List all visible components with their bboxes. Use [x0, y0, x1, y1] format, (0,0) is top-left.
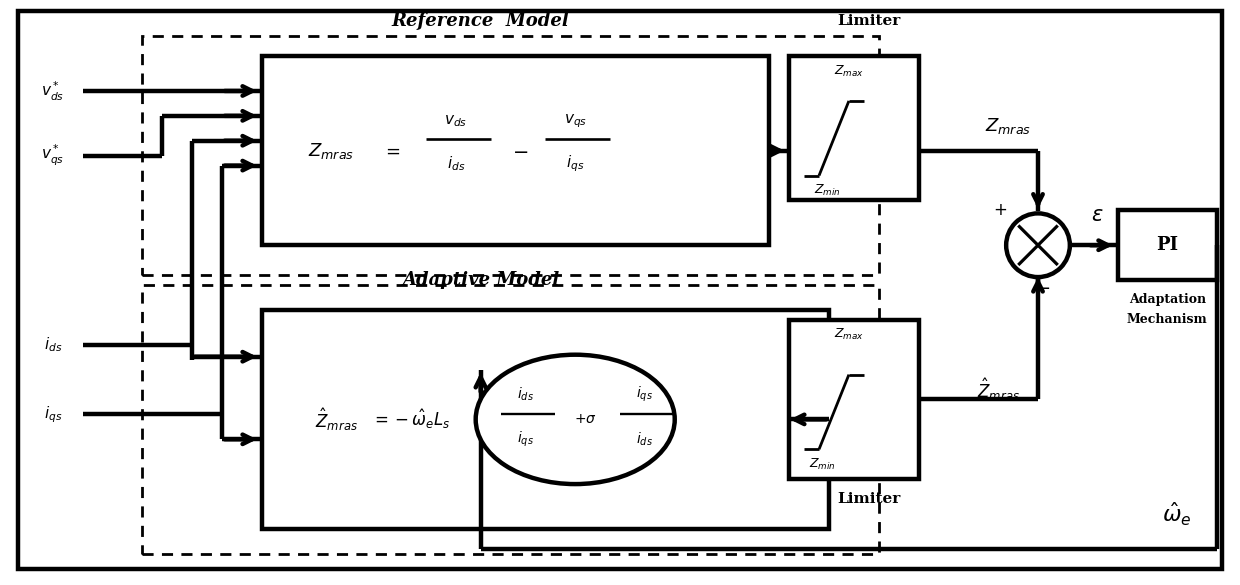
Text: PI: PI [1157, 236, 1178, 254]
Text: $Z_{mras}$: $Z_{mras}$ [309, 140, 355, 161]
FancyBboxPatch shape [789, 56, 919, 201]
Ellipse shape [476, 355, 675, 484]
Text: Adaptive Model: Adaptive Model [402, 271, 559, 289]
Text: $Z_{mras}$: $Z_{mras}$ [985, 116, 1032, 136]
Text: Reference  Model: Reference Model [392, 12, 569, 30]
Text: $+$: $+$ [993, 202, 1007, 219]
Text: $i_{ds}$: $i_{ds}$ [43, 335, 62, 354]
FancyBboxPatch shape [789, 320, 919, 479]
Text: Limiter: Limiter [837, 492, 900, 506]
Text: $v^*_{ds}$: $v^*_{ds}$ [41, 80, 64, 102]
FancyBboxPatch shape [262, 310, 830, 529]
Text: $v^*_{qs}$: $v^*_{qs}$ [41, 143, 64, 168]
Text: $i_{ds}$: $i_{ds}$ [517, 386, 534, 403]
Text: $\hat{Z}_{mras}$: $\hat{Z}_{mras}$ [315, 406, 358, 433]
Text: $i_{ds}$: $i_{ds}$ [446, 154, 465, 173]
FancyBboxPatch shape [1117, 211, 1218, 280]
Circle shape [1006, 214, 1070, 277]
Text: $= -\hat{\omega}_e L_s$: $= -\hat{\omega}_e L_s$ [371, 408, 451, 431]
Text: $+ \sigma$: $+ \sigma$ [574, 412, 596, 426]
Text: $i_{qs}$: $i_{qs}$ [565, 153, 584, 174]
Text: $-$: $-$ [512, 142, 528, 160]
Text: Mechanism: Mechanism [1127, 314, 1208, 326]
Text: $Z_{max}$: $Z_{max}$ [835, 64, 864, 78]
Text: $-$: $-$ [1035, 278, 1050, 296]
FancyBboxPatch shape [262, 56, 769, 245]
Text: $Z_{min}$: $Z_{min}$ [815, 183, 841, 198]
Text: $\hat{Z}_{mras}$: $\hat{Z}_{mras}$ [977, 376, 1019, 403]
Text: $i_{qs}$: $i_{qs}$ [636, 385, 653, 404]
Text: $i_{ds}$: $i_{ds}$ [636, 431, 653, 448]
Text: Adaptation: Adaptation [1128, 294, 1207, 307]
Text: $Z_{min}$: $Z_{min}$ [808, 457, 836, 472]
Text: $Z_{max}$: $Z_{max}$ [835, 327, 864, 342]
Text: $v_{qs}$: $v_{qs}$ [564, 112, 587, 130]
Text: $i_{qs}$: $i_{qs}$ [517, 429, 534, 449]
Text: $\varepsilon$: $\varepsilon$ [1091, 205, 1104, 225]
Text: $=$: $=$ [382, 142, 401, 160]
Text: $v_{ds}$: $v_{ds}$ [444, 113, 467, 129]
Text: $\hat{\omega}_e$: $\hat{\omega}_e$ [1162, 500, 1192, 528]
Text: Limiter: Limiter [837, 14, 900, 28]
Text: $i_{qs}$: $i_{qs}$ [43, 404, 62, 425]
